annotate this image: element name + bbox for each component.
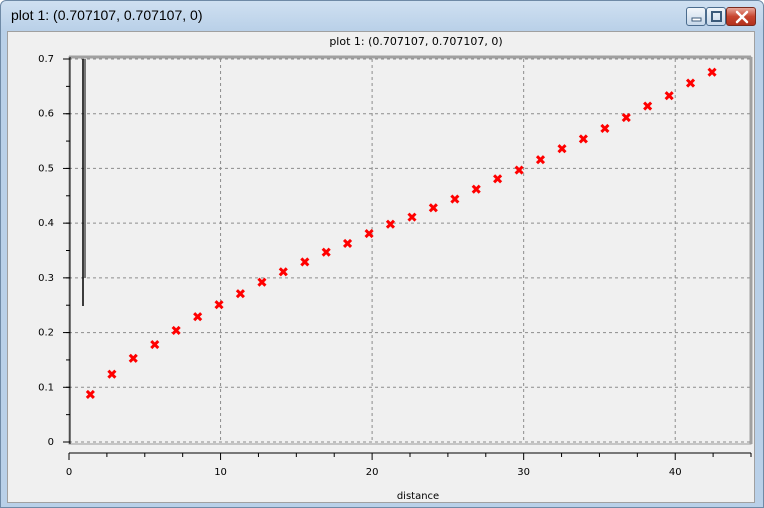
data-point — [450, 194, 460, 204]
data-point — [535, 155, 546, 165]
scatter-chart[interactable]: plot 1: (0.707107, 0.707107, 0) 0 0.1 0.2 0… — [8, 32, 754, 502]
data-point — [600, 123, 610, 134]
x-axis-label: distance — [397, 491, 439, 502]
x-tick-label: 40 — [669, 467, 682, 478]
maximize-button[interactable] — [706, 7, 726, 26]
x-tick-label: 20 — [366, 467, 379, 478]
y-tick-label: 0.7 — [38, 54, 54, 65]
data-point — [364, 228, 374, 239]
data-point — [342, 238, 353, 248]
data-point — [385, 219, 396, 229]
y-tick-label: 0.3 — [38, 273, 54, 284]
data-point — [171, 325, 181, 335]
data-point — [85, 389, 95, 399]
data-point — [150, 340, 160, 350]
data-point — [664, 91, 674, 101]
y-tick-label: 0.4 — [38, 218, 54, 229]
minimize-button[interactable] — [686, 7, 706, 26]
data-point — [235, 289, 245, 299]
x-tick-label: 0 — [66, 467, 72, 478]
y-tick-label: 0.1 — [38, 382, 54, 393]
data-point — [300, 257, 310, 267]
x-tick-label: 10 — [214, 467, 227, 478]
y-tick-label: 0.6 — [38, 109, 54, 120]
minimize-icon — [691, 17, 702, 22]
data-point — [128, 353, 138, 363]
y-tick-label: 0.5 — [38, 163, 54, 174]
y-tick-label: 0.2 — [38, 328, 54, 339]
data-point — [193, 312, 203, 322]
close-icon — [735, 10, 749, 24]
data-point — [707, 67, 717, 77]
y-tick-label: 0 — [48, 437, 54, 448]
data-point — [407, 212, 417, 222]
data-point — [514, 165, 524, 175]
data-point — [257, 277, 267, 287]
data-point — [685, 78, 696, 88]
x-tick-label: 30 — [517, 467, 530, 478]
data-point — [278, 267, 288, 277]
data-point — [557, 144, 567, 154]
title-bar[interactable]: plot 1: (0.707107, 0.707107, 0) — [1, 1, 763, 31]
chart-title: plot 1: (0.707107, 0.707107, 0) — [329, 35, 502, 48]
window-title: plot 1: (0.707107, 0.707107, 0) — [11, 7, 203, 23]
data-point — [321, 247, 331, 257]
plot-client-area: plot 1: (0.707107, 0.707107, 0) 0 0.1 0.2 0… — [7, 31, 755, 503]
data-point — [214, 300, 224, 310]
plot-frame — [68, 56, 752, 445]
data-point — [643, 101, 653, 111]
data-point — [621, 112, 631, 123]
maximize-icon — [711, 11, 722, 22]
data-point — [471, 184, 481, 194]
close-button[interactable] — [726, 7, 756, 26]
data-point — [578, 134, 588, 144]
data-point — [428, 203, 438, 213]
data-point — [493, 174, 503, 184]
data-point — [107, 369, 117, 379]
